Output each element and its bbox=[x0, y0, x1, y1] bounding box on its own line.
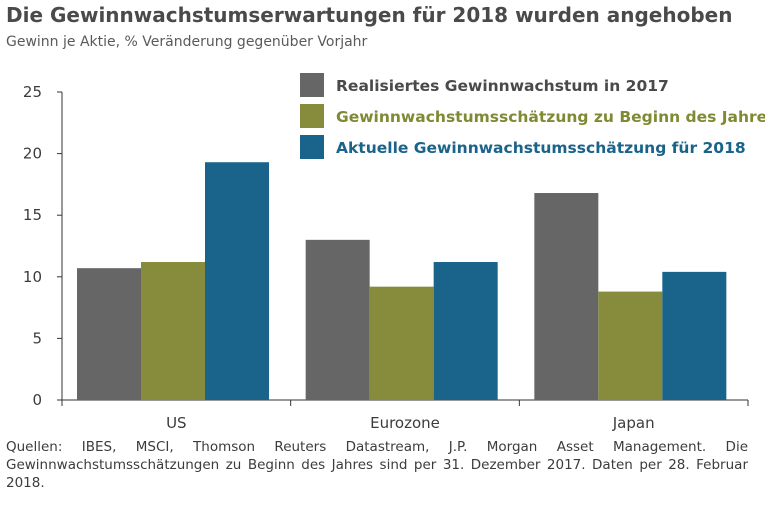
chart-title: Die Gewinnwachstumserwartungen für 2018 … bbox=[6, 3, 733, 27]
legend-swatch bbox=[300, 135, 324, 159]
x-tick-label: US bbox=[166, 414, 187, 432]
bar bbox=[369, 286, 434, 400]
y-tick-label: 20 bbox=[23, 145, 42, 163]
bar bbox=[534, 193, 599, 400]
bar bbox=[205, 162, 269, 400]
legend-label: Realisiertes Gewinnwachstum in 2017 bbox=[336, 77, 669, 95]
bar bbox=[598, 291, 663, 400]
x-tick-label: Eurozone bbox=[370, 414, 440, 432]
y-tick-label: 15 bbox=[23, 206, 42, 224]
bar bbox=[662, 271, 727, 400]
bar bbox=[433, 262, 498, 400]
bar-chart: 0 5 10 15 20 25 US Eurozone Japan Realisiertes Ge… bbox=[23, 73, 765, 432]
legend-swatch bbox=[300, 73, 324, 97]
y-tick-label: 5 bbox=[32, 329, 42, 347]
y-tick-label: 10 bbox=[23, 268, 42, 286]
chart-subtitle: Gewinn je Aktie, % Veränderung gegenüber… bbox=[6, 34, 368, 50]
bar bbox=[141, 262, 205, 400]
x-tick-label: Japan bbox=[612, 414, 655, 432]
bar bbox=[305, 239, 370, 400]
legend-swatch bbox=[300, 104, 324, 128]
bar bbox=[77, 268, 141, 400]
y-tick-label: 25 bbox=[23, 83, 42, 101]
y-tick-label: 0 bbox=[32, 391, 42, 409]
legend-label: Aktuelle Gewinnwachstumsschätzung für 20… bbox=[336, 139, 746, 157]
source-note: Quellen: IBES, MSCI, Thomson Reuters Dat… bbox=[6, 439, 748, 492]
legend-label: Gewinnwachstumsschätzung zu Beginn des J… bbox=[336, 108, 765, 126]
